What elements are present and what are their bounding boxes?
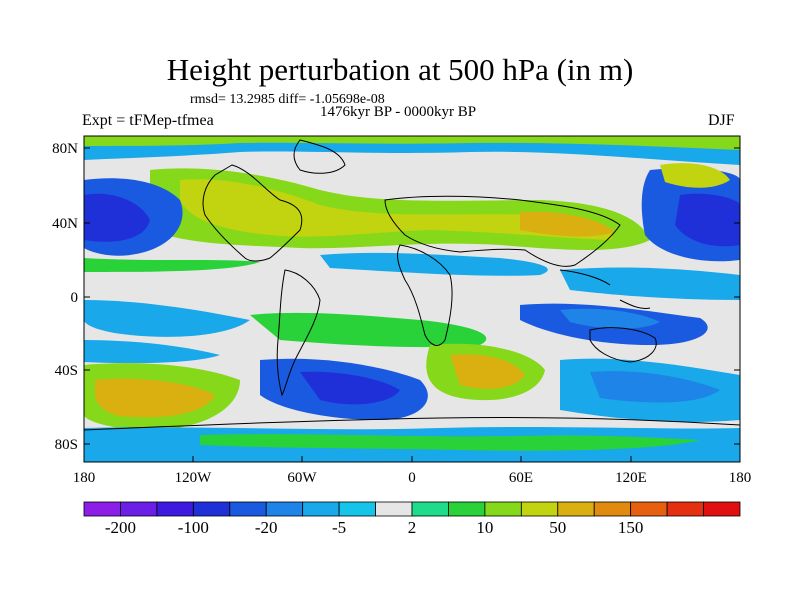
colorbar-swatch: [265, 501, 304, 517]
lat-label: 80N: [52, 141, 78, 157]
period-label: 1476kyr BP - 0000kyr BP: [320, 104, 477, 120]
lon-label: 60W: [287, 470, 317, 486]
colorbar-label: 50: [549, 518, 567, 537]
colorbar-swatch: [338, 501, 376, 517]
rmsd-label: rmsd= 13.2985 diff= -1.05698e-08: [190, 92, 385, 107]
colorbar-swatch: [593, 501, 632, 517]
lat-label: 40N: [52, 216, 78, 232]
colorbar: [83, 501, 741, 517]
colorbar-swatch: [83, 501, 121, 517]
lat-label: 80S: [55, 437, 78, 453]
colorbar-swatch: [520, 501, 559, 517]
colorbar-swatch: [557, 501, 595, 517]
nh-positive-core: [180, 179, 613, 240]
colorbar-swatch: [411, 501, 449, 517]
lon-label: 120E: [615, 470, 647, 486]
latitude-axis: 80N 40N 0 40S 80S: [52, 141, 740, 453]
subtropic-negative: [320, 252, 548, 276]
colorbar-swatch: [630, 501, 668, 517]
colorbar-swatch: [703, 501, 741, 517]
coastlines: [84, 139, 740, 431]
colorbar-swatch: [484, 501, 522, 517]
lon-label: 120W: [175, 470, 213, 486]
lon-label: 0: [408, 470, 416, 486]
arctic-positive-strip: [84, 136, 740, 150]
lon-label: 180: [73, 470, 96, 486]
lon-label: 180: [729, 470, 752, 486]
lat-label: 0: [71, 290, 79, 306]
longitude-axis: 180 120W 60W 0 60E 120E 180: [73, 456, 752, 486]
colorbar-swatch: [302, 501, 340, 517]
experiment-label: Expt = tFMep-tfmea: [82, 112, 214, 129]
colorbar-label: -100: [177, 518, 209, 537]
colorbar-swatch: [192, 501, 231, 517]
colorbar-swatch: [156, 501, 194, 517]
colorbar-label: 10: [476, 518, 494, 537]
height-field: [84, 136, 740, 462]
colorbar-label: -5: [332, 518, 347, 537]
colorbar-swatch: [448, 501, 486, 517]
colorbar-label: -20: [254, 518, 278, 537]
season-label: DJF: [708, 112, 735, 129]
colorbar-swatch: [120, 501, 158, 517]
map-title: Height perturbation at 500 hPa (in m): [166, 52, 634, 87]
colorbar-label: -200: [104, 518, 137, 537]
colorbar-swatch: [229, 501, 267, 517]
colorbar-swatch: [666, 501, 704, 517]
colorbar-label: 2: [407, 518, 417, 537]
colorbar-swatch: [375, 501, 413, 517]
lon-label: 60E: [509, 470, 533, 486]
lat-label: 40S: [55, 363, 78, 379]
colorbar-label: 150: [617, 518, 644, 537]
